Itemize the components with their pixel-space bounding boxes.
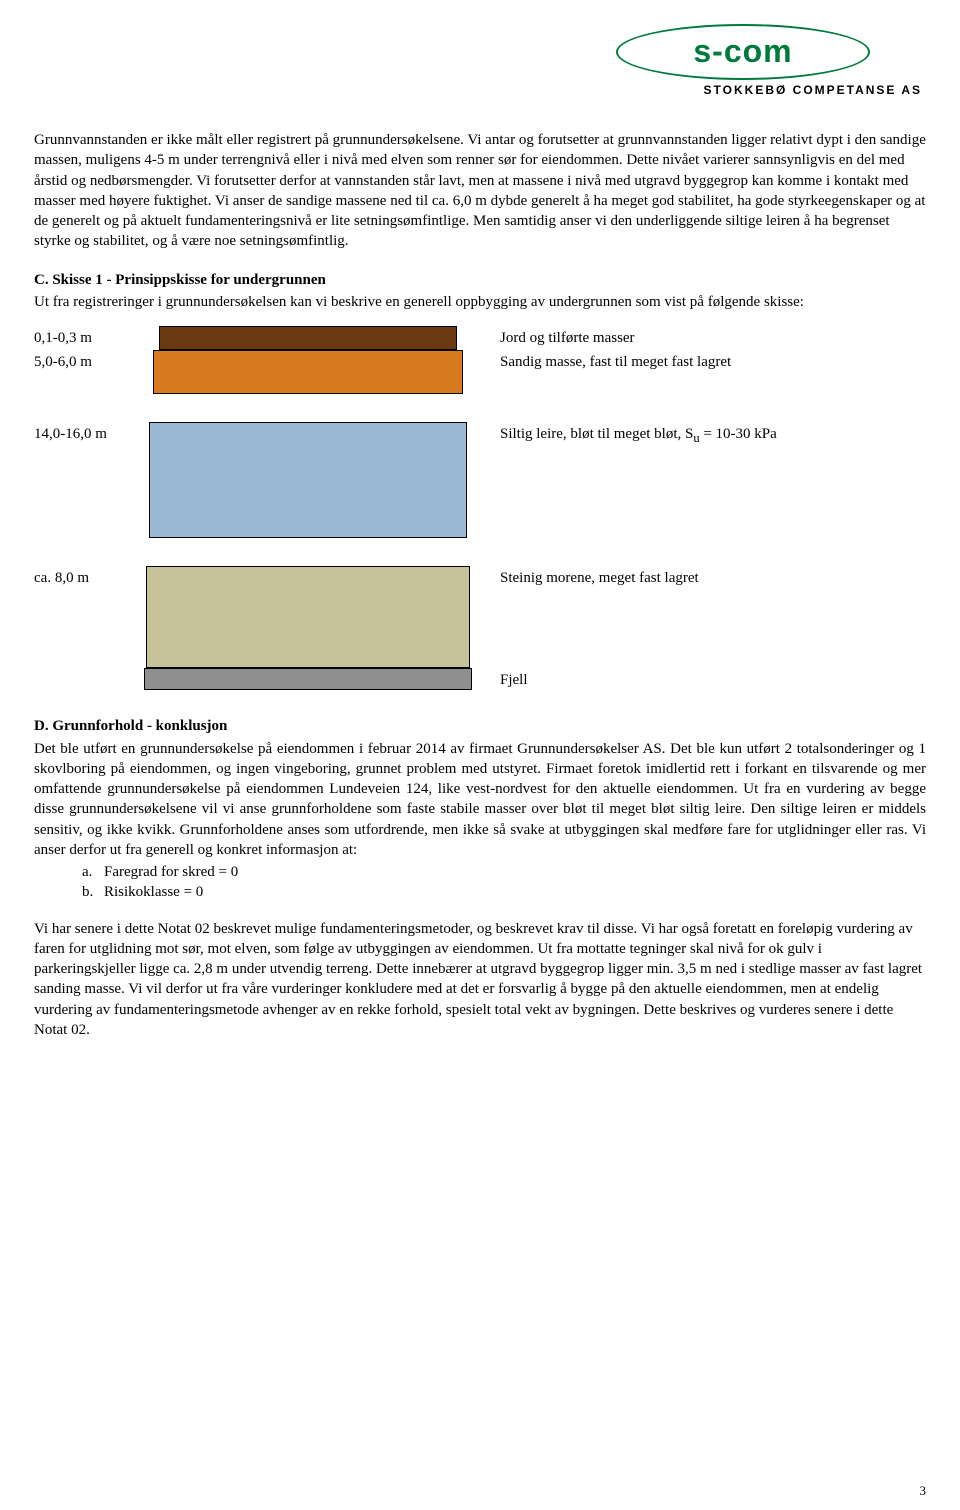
stratum-row: 14,0-16,0 m Siltig leire, bløt til meget …: [34, 422, 926, 538]
paragraph-last: Vi har senere i dette Notat 02 beskrevet…: [34, 919, 926, 1041]
logo-sub-text: STOKKEBØ COMPETANSE AS: [616, 82, 922, 98]
stratum-desc: Jord og tilførte masser: [472, 326, 926, 348]
list-label: b.: [82, 882, 104, 902]
stratum-bar: [144, 668, 472, 690]
list-text: Risikoklasse = 0: [104, 882, 203, 902]
stratum-desc: Sandig masse, fast til meget fast lagret: [472, 350, 926, 372]
section-d-body: Det ble utført en grunnundersøkelse på e…: [34, 739, 926, 861]
list-item: a. Faregrad for skred = 0: [82, 862, 926, 882]
strata-diagram: 0,1-0,3 mJord og tilførte masser5,0-6,0 …: [34, 326, 926, 690]
stratum-depth: [34, 668, 144, 670]
stratum-bar-col: [144, 668, 472, 690]
section-c-intro: Ut fra registreringer i grunnundersøkels…: [34, 292, 926, 312]
stratum-bar-col: [144, 422, 472, 538]
list-item: b. Risikoklasse = 0: [82, 882, 926, 902]
list-label: a.: [82, 862, 104, 882]
logo-main-text: s-com: [693, 30, 792, 73]
stratum-bar: [159, 326, 457, 350]
stratum-bar: [153, 350, 463, 394]
stratum-depth: 14,0-16,0 m: [34, 422, 144, 444]
stratum-depth: 5,0-6,0 m: [34, 350, 144, 372]
paragraph-intro: Grunnvannstanden er ikke målt eller regi…: [34, 130, 926, 252]
stratum-row: 0,1-0,3 m Jord og tilførte masser: [34, 326, 926, 350]
stratum-row: Fjell: [34, 668, 926, 690]
section-d-list: a. Faregrad for skred = 0 b. Risikoklass…: [82, 862, 926, 903]
stratum-bar-col: [144, 566, 472, 668]
stratum-bar: [149, 422, 467, 538]
logo-oval: s-com: [616, 24, 870, 80]
stratum-row: ca. 8,0 m Steinig morene, meget fast lagr…: [34, 566, 926, 668]
section-c-title: C. Skisse 1 - Prinsippskisse for undergr…: [34, 270, 926, 290]
stratum-row: 5,0-6,0 m Sandig masse, fast til meget fa…: [34, 350, 926, 394]
page-number: 3: [920, 1482, 927, 1500]
stratum-depth: ca. 8,0 m: [34, 566, 144, 588]
stratum-desc: Fjell: [472, 668, 926, 690]
stratum-desc: Siltig leire, bløt til meget bløt, Su = …: [472, 422, 926, 447]
section-d-title: D. Grunnforhold - konklusjon: [34, 716, 926, 736]
stratum-bar: [146, 566, 470, 668]
stratum-bar-col: [144, 326, 472, 350]
stratum-desc: Steinig morene, meget fast lagret: [472, 566, 926, 588]
list-text: Faregrad for skred = 0: [104, 862, 238, 882]
header-logo: s-com STOKKEBØ COMPETANSE AS: [34, 24, 926, 94]
stratum-bar-col: [144, 350, 472, 394]
stratum-depth: 0,1-0,3 m: [34, 326, 144, 348]
